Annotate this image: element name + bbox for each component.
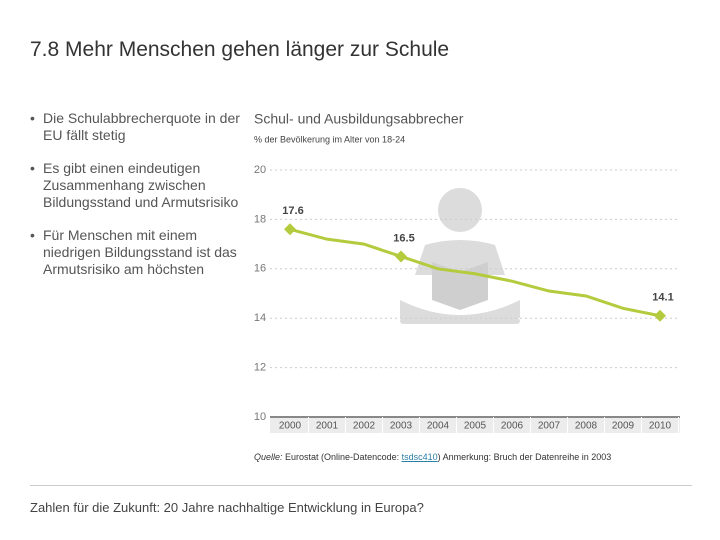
source-text: Eurostat (Online-Datencode: (282, 452, 402, 462)
data-point (395, 250, 407, 263)
x-tick-label: 2009 (612, 421, 635, 432)
y-tick-label: 12 (254, 362, 266, 374)
data-point (284, 223, 296, 236)
x-tick-label: 2010 (649, 421, 672, 432)
y-tick-label: 14 (254, 312, 266, 324)
y-tick-label: 16 (254, 263, 266, 275)
chart-subtitle: % der Bevölkerung im Alter von 18-24 (254, 134, 405, 144)
footer: Zahlen für die Zukunft: 20 Jahre nachhal… (30, 500, 424, 515)
x-tick-label: 2006 (501, 421, 524, 432)
x-axis-band (270, 417, 680, 433)
source-note-text: ) Anmerkung: Bruch der Datenreihe in 200… (437, 452, 612, 462)
x-tick-label: 2004 (427, 421, 450, 432)
data-label: 14.1 (652, 292, 673, 304)
source-note: Quelle: Eurostat (Online-Datencode: tsds… (254, 452, 611, 462)
x-tick-label: 2002 (353, 421, 376, 432)
source-label: Quelle: (254, 452, 283, 462)
reader-icon (400, 188, 520, 324)
chart-title: Schul- und Ausbildungsabbrecher (254, 111, 464, 127)
divider (30, 485, 692, 486)
bullet: Es gibt einen eindeutigen Zusammenhang z… (30, 160, 240, 211)
x-tick-label: 2000 (279, 421, 302, 432)
x-tick-label: 2008 (575, 421, 598, 432)
data-label: 16.5 (393, 232, 414, 244)
y-tick-label: 18 (254, 213, 266, 225)
x-tick-label: 2003 (390, 421, 413, 432)
x-tick-label: 2007 (538, 421, 561, 432)
bullet: Die Schulabbrecherquote in der EU fällt … (30, 110, 240, 144)
x-tick-label: 2001 (316, 421, 339, 432)
bullet: Für Menschen mit einem niedrigen Bildung… (30, 227, 240, 278)
chart: Schul- und Ausbildungsabbrecher % der Be… (254, 111, 680, 433)
x-tick-label: 2005 (464, 421, 487, 432)
data-point (654, 309, 666, 322)
y-tick-label: 10 (254, 411, 266, 423)
y-tick-label: 20 (254, 164, 266, 176)
source-link[interactable]: tsdsc410 (401, 452, 438, 462)
data-label: 17.6 (282, 205, 303, 217)
bullet-list: Die Schulabbrecherquote in der EU fällt … (30, 110, 240, 294)
slide-title: 7.8 Mehr Menschen gehen länger zur Schul… (30, 38, 450, 61)
data-line (289, 227, 661, 318)
